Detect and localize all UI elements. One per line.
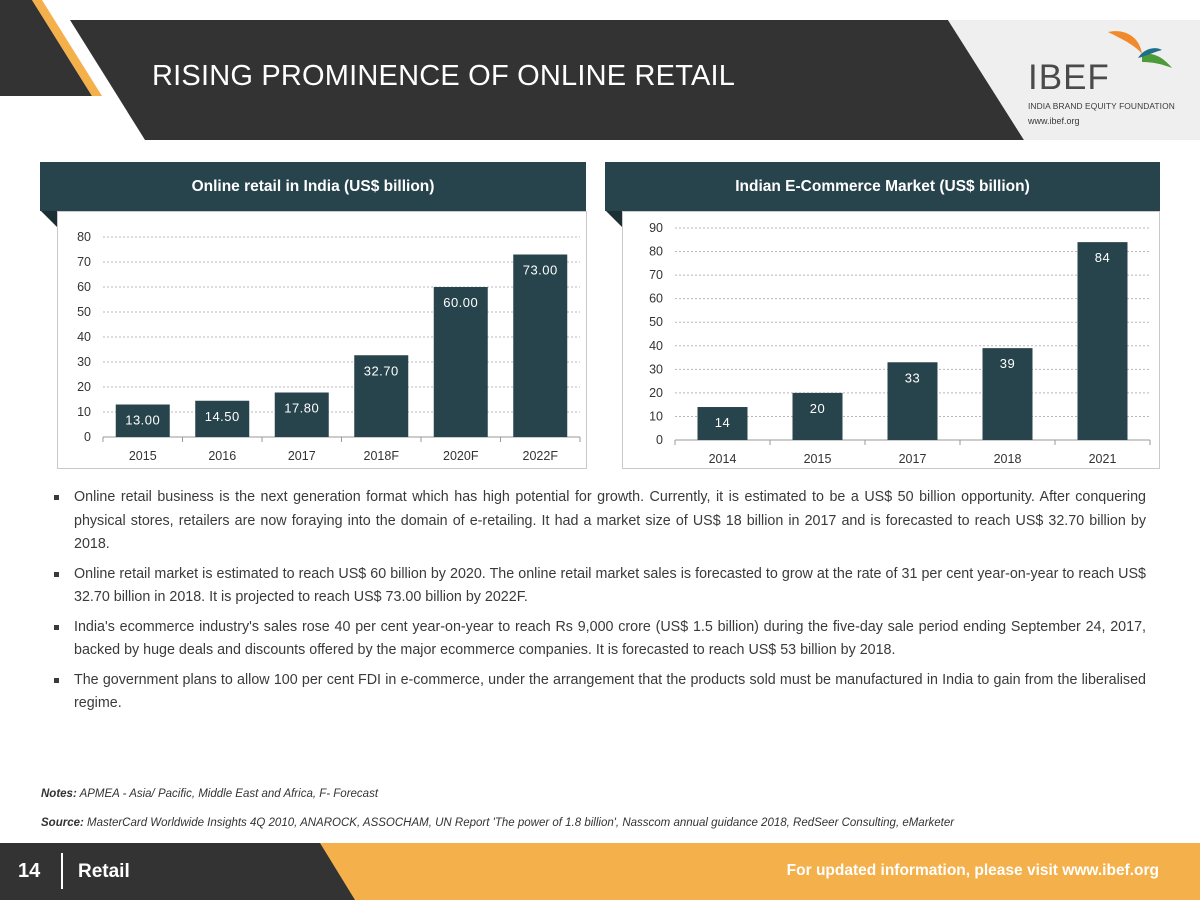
page-title: RISING PROMINENCE OF ONLINE RETAIL xyxy=(152,60,736,92)
bullet-square-icon xyxy=(54,677,59,683)
source-label: Source: xyxy=(41,817,84,829)
y-tick-label: 40 xyxy=(649,339,663,353)
bar-value-label: 20 xyxy=(810,401,825,416)
bullet-item: The government plans to allow 100 per ce… xyxy=(52,669,1146,716)
bar xyxy=(195,400,250,437)
notes-line: Notes: APMEA - Asia/ Pacific, Middle Eas… xyxy=(41,788,378,800)
y-tick-label: 30 xyxy=(649,362,663,376)
bullet-text: Online retail business is the next gener… xyxy=(74,489,1146,552)
x-tick-label: 2018 xyxy=(994,452,1022,466)
chart1-title: Online retail in India (US$ billion) xyxy=(40,162,586,211)
y-tick-label: 60 xyxy=(77,280,91,294)
bar-value-label: 60.00 xyxy=(443,295,478,310)
bullet-list: Online retail business is the next gener… xyxy=(52,486,1146,722)
bar xyxy=(982,348,1033,440)
notes-label: Notes: xyxy=(41,788,77,800)
logo-wordmark: IBEF xyxy=(1028,58,1110,97)
y-tick-label: 0 xyxy=(84,430,91,444)
chart1-panel: 0 10 20 30 40 50 60 70 80 13.00 2015 14.50 2016 17.80… xyxy=(57,211,587,469)
x-tick-label: 2021 xyxy=(1089,452,1117,466)
bullet-item: India's ecommerce industry's sales rose … xyxy=(52,616,1146,663)
bar-value-label: 32.70 xyxy=(364,363,399,378)
bar xyxy=(1077,242,1128,440)
ibef-logo[interactable]: IBEF INDIA BRAND EQUITY FOUNDATION www.i… xyxy=(1022,28,1192,133)
bar-value-label: 39 xyxy=(1000,356,1015,371)
y-tick-label: 70 xyxy=(77,255,91,269)
bar xyxy=(697,407,748,440)
x-tick-label: 2015 xyxy=(804,452,832,466)
bullet-square-icon xyxy=(54,571,59,577)
chart2-title: Indian E-Commerce Market (US$ billion) xyxy=(605,162,1160,211)
y-tick-label: 10 xyxy=(649,409,663,423)
y-tick-label: 50 xyxy=(649,315,663,329)
bullet-square-icon xyxy=(54,495,59,500)
bullet-text: The government plans to allow 100 per ce… xyxy=(74,671,1146,712)
bullet-text: Online retail market is estimated to rea… xyxy=(74,565,1146,606)
y-tick-label: 0 xyxy=(656,433,663,447)
bar-value-label: 73.00 xyxy=(523,263,558,278)
bar-value-label: 84 xyxy=(1095,250,1110,265)
page-number: 14 xyxy=(18,860,41,882)
bullet-item: Online retail market is estimated to rea… xyxy=(52,563,1146,610)
y-tick-label: 80 xyxy=(649,245,663,259)
logo-subtitle: INDIA BRAND EQUITY FOUNDATION xyxy=(1028,101,1175,111)
x-tick-label: 2014 xyxy=(709,452,737,466)
section-name: Retail xyxy=(78,861,130,882)
bird-logo-icon xyxy=(1108,31,1172,68)
bar xyxy=(433,287,488,437)
x-tick-label: 2016 xyxy=(208,449,236,463)
bullet-text: India's ecommerce industry's sales rose … xyxy=(74,618,1146,659)
source-text: MasterCard Worldwide Insights 4Q 2010, A… xyxy=(87,817,955,829)
bar xyxy=(115,404,170,437)
y-tick-label: 30 xyxy=(77,355,91,369)
bar xyxy=(792,392,843,440)
x-tick-label: 2015 xyxy=(129,449,157,463)
chart2-header-fold xyxy=(605,210,623,228)
bar-value-label: 13.00 xyxy=(125,413,160,428)
y-tick-label: 60 xyxy=(649,292,663,306)
y-tick-label: 40 xyxy=(77,330,91,344)
x-tick-label: 2017 xyxy=(288,449,316,463)
y-tick-label: 20 xyxy=(649,386,663,400)
bar xyxy=(274,392,329,437)
bullet-item: Online retail business is the next gener… xyxy=(52,486,1146,557)
logo-url: www.ibef.org xyxy=(1028,116,1080,126)
footer-website-link[interactable]: For updated information, please visit ww… xyxy=(786,862,1159,879)
y-tick-label: 90 xyxy=(649,221,663,235)
chart2-title-text: Indian E-Commerce Market (US$ billion) xyxy=(735,177,1030,195)
y-tick-label: 50 xyxy=(77,305,91,319)
bar-value-label: 14.50 xyxy=(205,409,240,424)
footer-divider xyxy=(61,853,63,889)
bullet-square-icon xyxy=(54,624,59,630)
footer-bar xyxy=(0,843,1200,900)
header-logo-panel xyxy=(948,20,1200,140)
y-tick-label: 20 xyxy=(77,380,91,394)
notes-text: APMEA - Asia/ Pacific, Middle East and A… xyxy=(79,788,379,800)
bar xyxy=(513,254,568,437)
chart1-header-fold xyxy=(40,210,58,228)
x-tick-label: 2022F xyxy=(523,449,559,463)
y-tick-label: 80 xyxy=(77,230,91,244)
y-tick-label: 10 xyxy=(77,405,91,419)
header-corner-orange xyxy=(32,0,102,96)
bar xyxy=(887,362,938,440)
source-line: Source: MasterCard Worldwide Insights 4Q… xyxy=(41,817,954,829)
x-tick-label: 2017 xyxy=(899,452,927,466)
header-corner-dark xyxy=(0,0,92,96)
chart2-panel: 0 10 20 30 40 50 60 70 80 90 14 2014 20 2015 33 2017 39 2… xyxy=(622,211,1160,469)
bar-value-label: 14 xyxy=(715,415,730,430)
chart1-plot: 0 10 20 30 40 50 60 70 80 13.00 2015 14.50 2016 17.80… xyxy=(77,230,581,463)
x-tick-label: 2018F xyxy=(364,449,400,463)
header-banner xyxy=(0,0,1200,140)
chart1-title-text: Online retail in India (US$ billion) xyxy=(191,177,435,195)
y-tick-label: 70 xyxy=(649,268,663,282)
bar xyxy=(354,355,409,437)
bar-value-label: 33 xyxy=(905,370,920,385)
bar-value-label: 17.80 xyxy=(284,401,319,416)
x-tick-label: 2020F xyxy=(443,449,479,463)
header-title-band xyxy=(70,20,1024,140)
chart2-plot: 0 10 20 30 40 50 60 70 80 90 14 2014 20 2015 33 2017 39 2… xyxy=(649,221,1151,466)
